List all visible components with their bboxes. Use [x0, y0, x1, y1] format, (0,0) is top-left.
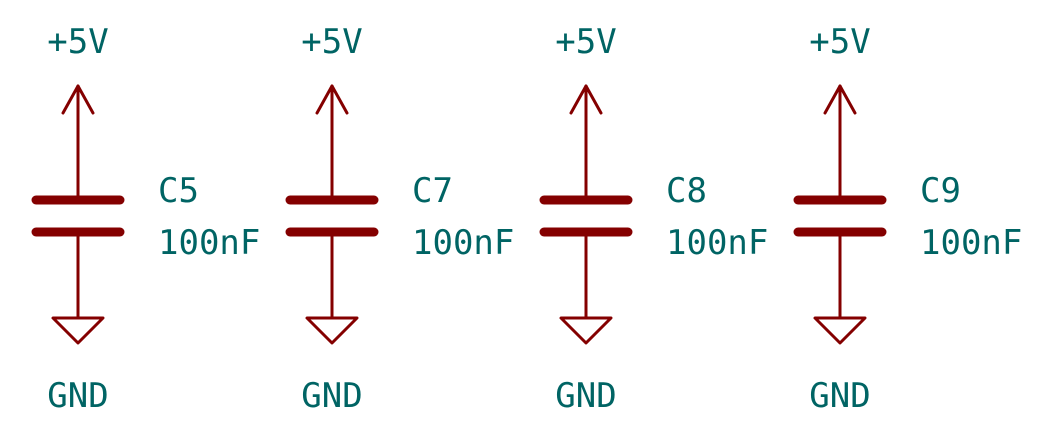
ground-label: GND [809, 376, 870, 416]
reference-designator: C5 [158, 171, 199, 211]
power-label: +5V [47, 22, 108, 62]
ground-symbol [51, 230, 105, 345]
capacitor-group[interactable]: +5V GND C9 100nF [793, 22, 1022, 416]
capacitor-symbol [793, 195, 887, 237]
reference-designator: C9 [920, 171, 961, 211]
capacitor-group[interactable]: +5V GND C5 100nF [31, 22, 260, 416]
capacitor-symbol [539, 195, 633, 237]
ground-label: GND [47, 376, 108, 416]
power-arrow-symbol [315, 84, 349, 202]
capacitance-value: 100nF [412, 223, 514, 263]
ground-symbol [813, 230, 867, 345]
capacitance-value: 100nF [158, 223, 260, 263]
ground-label: GND [555, 376, 616, 416]
reference-designator: C8 [666, 171, 707, 211]
ground-label: GND [301, 376, 362, 416]
capacitance-value: 100nF [920, 223, 1022, 263]
power-label: +5V [301, 22, 362, 62]
capacitance-value: 100nF [666, 223, 768, 263]
power-arrow-symbol [569, 84, 603, 202]
reference-designator: C7 [412, 171, 453, 211]
capacitor-group[interactable]: +5V GND C8 100nF [539, 22, 768, 416]
capacitor-symbol [31, 195, 125, 237]
ground-symbol [305, 230, 359, 345]
power-label: +5V [809, 22, 870, 62]
power-label: +5V [555, 22, 616, 62]
power-arrow-symbol [61, 84, 95, 202]
power-arrow-symbol [823, 84, 857, 202]
ground-symbol [559, 230, 613, 345]
capacitor-group[interactable]: +5V GND C7 100nF [285, 22, 514, 416]
capacitor-symbol [285, 195, 379, 237]
